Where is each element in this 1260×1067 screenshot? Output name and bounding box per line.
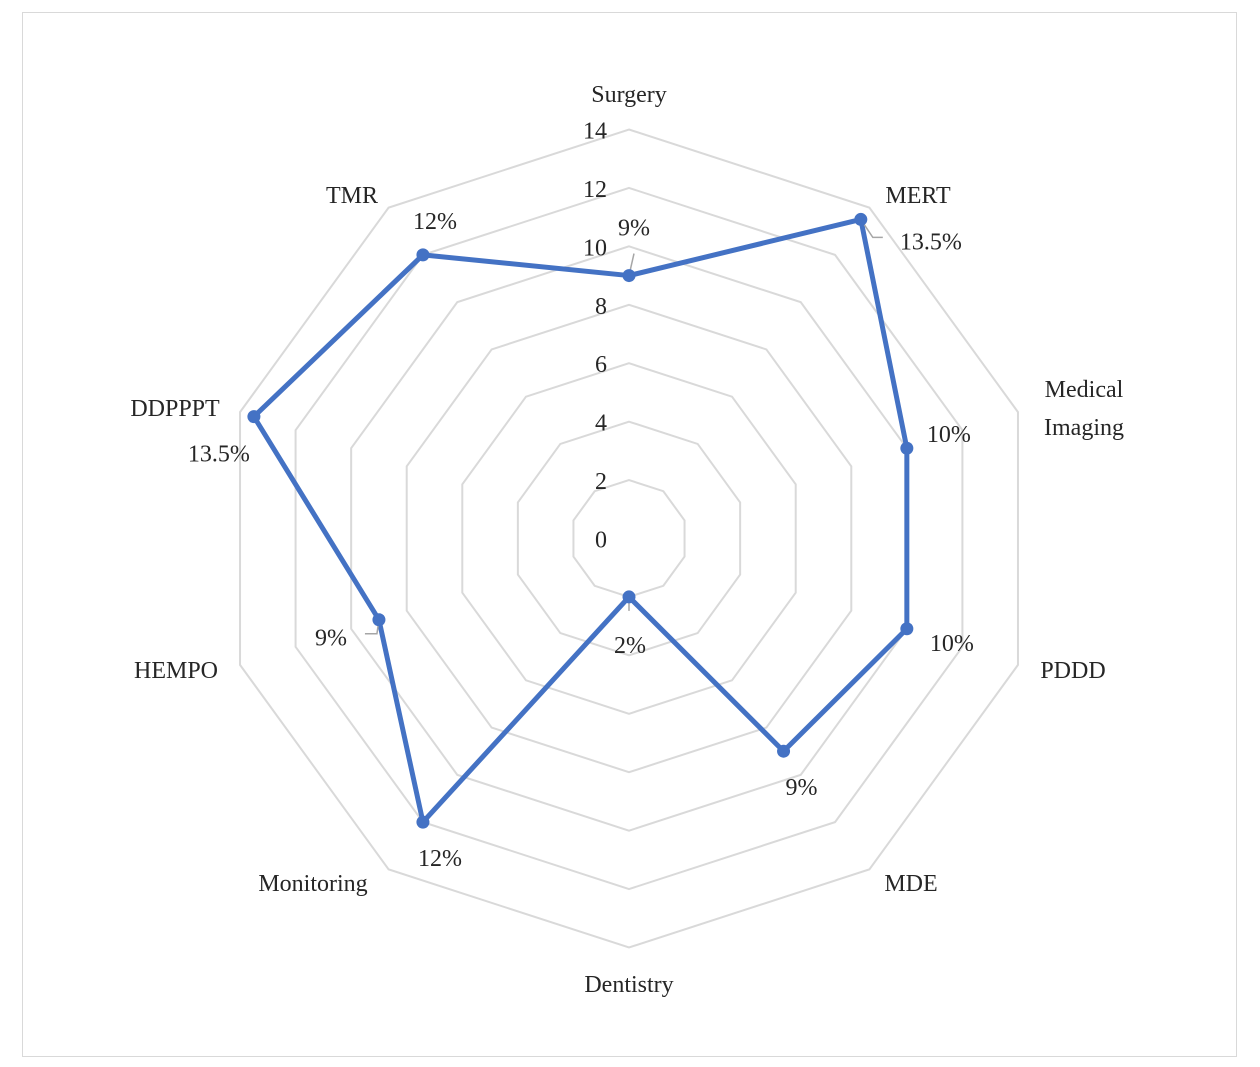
category-label: PDDD bbox=[1040, 658, 1105, 684]
data-label: 9% bbox=[618, 216, 650, 242]
category-label: Medical Imaging bbox=[1044, 377, 1124, 441]
category-label: Surgery bbox=[591, 82, 667, 108]
data-label: 10% bbox=[927, 422, 971, 448]
category-label: Monitoring bbox=[258, 871, 367, 897]
data-point bbox=[622, 590, 636, 604]
data-point bbox=[622, 269, 636, 283]
data-point bbox=[900, 441, 914, 455]
category-label: Dentistry bbox=[584, 972, 673, 998]
grid-ring-8 bbox=[405, 303, 853, 774]
category-label: MERT bbox=[885, 183, 951, 209]
data-point bbox=[777, 744, 791, 758]
data-point bbox=[416, 815, 430, 829]
radial-tick-label: 10 bbox=[583, 235, 607, 261]
category-label: TMR bbox=[326, 183, 378, 209]
data-point bbox=[854, 212, 868, 226]
grid-ring-2 bbox=[572, 479, 686, 598]
data-label: 12% bbox=[418, 846, 462, 872]
data-label: 13.5% bbox=[188, 442, 250, 468]
data-label: 10% bbox=[930, 631, 974, 657]
radial-tick-label: 8 bbox=[595, 294, 607, 320]
category-label: MDE bbox=[884, 871, 937, 897]
grid-ring-6 bbox=[461, 362, 797, 715]
data-point bbox=[247, 410, 261, 424]
radial-tick-label: 4 bbox=[595, 411, 607, 437]
radial-tick-label: 14 bbox=[583, 119, 607, 145]
data-label: 9% bbox=[315, 626, 347, 652]
category-label: HEMPO bbox=[134, 658, 218, 684]
data-label: 2% bbox=[614, 633, 646, 659]
data-label: 9% bbox=[786, 775, 818, 801]
grid-ring-12 bbox=[294, 186, 964, 891]
radial-tick-label: 6 bbox=[595, 352, 607, 378]
data-point bbox=[416, 248, 430, 262]
grid-ring-14 bbox=[239, 128, 1019, 949]
data-label: 12% bbox=[413, 209, 457, 235]
radial-tick-label: 0 bbox=[595, 528, 607, 554]
chart-frame bbox=[22, 12, 1237, 1057]
category-label: DDPPPT bbox=[130, 396, 220, 422]
data-point bbox=[900, 622, 914, 636]
data-point bbox=[372, 613, 386, 627]
grid-ring-4 bbox=[516, 420, 742, 657]
radial-tick-label: 12 bbox=[583, 177, 607, 203]
radial-tick-label: 2 bbox=[595, 469, 607, 495]
leader-line bbox=[860, 219, 883, 239]
grid-ring-10 bbox=[350, 245, 908, 832]
data-label: 13.5% bbox=[900, 229, 962, 255]
